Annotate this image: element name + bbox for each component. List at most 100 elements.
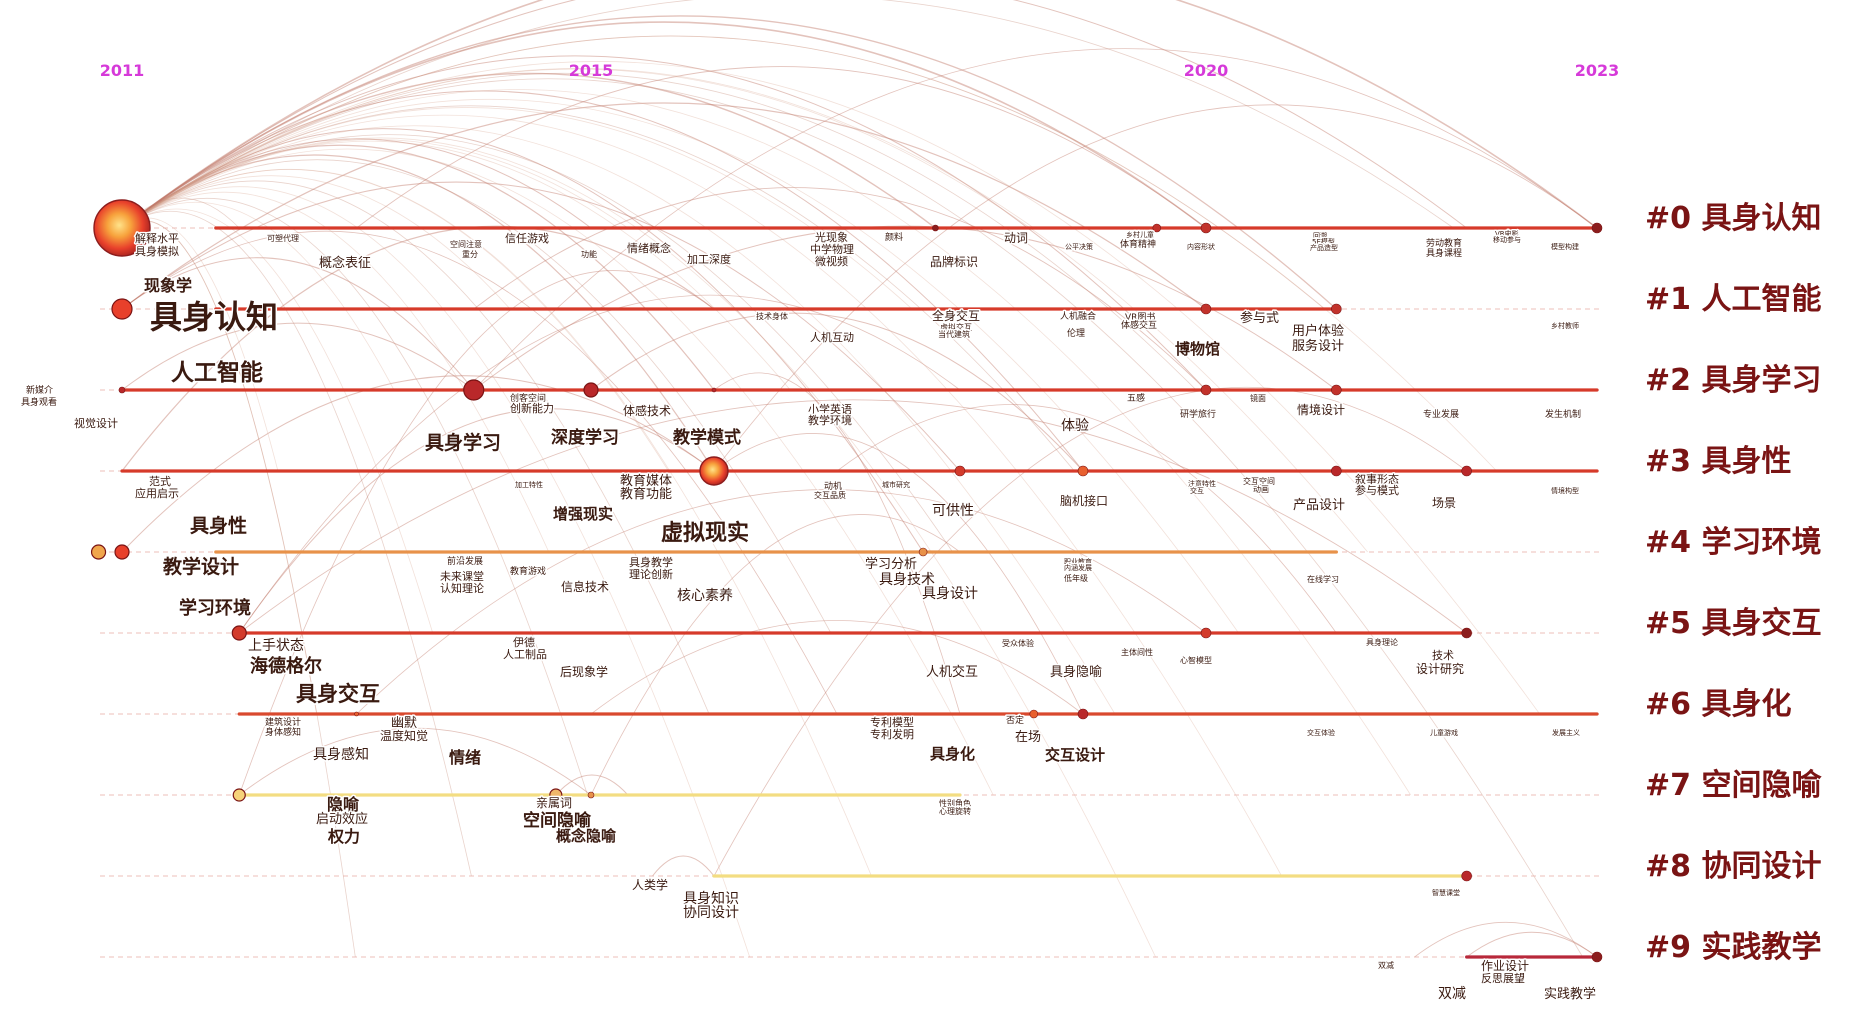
keyword-node-28 [232, 788, 246, 802]
keyword-label-45: 新媒介 [26, 384, 53, 396]
citation-arc-4 [121, 144, 715, 391]
keyword-node-9 [583, 382, 599, 398]
keyword-label-73: 注意特性 [1188, 479, 1216, 488]
keyword-label-142: 智慧课堂 [1432, 888, 1460, 897]
keyword-label-139: 人类学 [632, 877, 668, 892]
keyword-label-19: 乡村儿童 [1126, 230, 1154, 239]
keyword-label-132: 启动效应 [316, 811, 368, 827]
cluster-legend: #0 具身认知 #1 人工智能 #2 具身学习 #3 具身性 #4 学习环境 #… [1645, 201, 1822, 965]
keyword-label-71: 可供性 [932, 503, 974, 519]
keyword-label-55: 镜面 [1250, 393, 1266, 403]
keyword-label-100: 在线学习 [1307, 574, 1339, 584]
cluster-label-9: #9 实践教学 [1645, 930, 1821, 965]
keyword-label-40: 博物馆 [1175, 340, 1220, 358]
keyword-node-30 [587, 791, 595, 799]
keyword-label-56: 情境设计 [1297, 402, 1345, 417]
keyword-label-89: 教育游戏 [510, 565, 546, 577]
cluster-label-3: #3 具身性 [1645, 444, 1791, 479]
citation-arc-fan-7 [121, 175, 511, 310]
keyword-label-51: 小学英语 [808, 402, 852, 416]
keyword-node-7 [1331, 303, 1342, 315]
keyword-label-134: 空间隐喻 [523, 810, 592, 831]
citation-arc-26 [238, 727, 592, 796]
citation-arcs [121, 0, 1598, 958]
keyword-label-57: 专业发展 [1423, 408, 1459, 420]
keyword-label-122: 否定 [1006, 714, 1024, 726]
citation-arc-31 [713, 386, 1467, 877]
cluster-label-8: #8 协同设计 [1645, 849, 1821, 884]
year-label-2020: 2020 [1184, 61, 1229, 80]
keyword-label-64: 应用启示 [135, 486, 179, 500]
citation-arc-fan-10 [121, 139, 629, 229]
citation-arc-2 [121, 15, 1337, 310]
keyword-label-20: 体育精神 [1120, 238, 1156, 250]
citation-arc-20 [121, 375, 715, 553]
citation-arc-22 [238, 399, 1467, 634]
citation-arc-fan-33 [121, 78, 1584, 958]
keyword-node-14 [699, 456, 729, 486]
citation-arc-fan-30 [121, 0, 1454, 229]
keyword-node-0 [93, 199, 151, 257]
keyword-node-8 [463, 379, 485, 401]
keyword-label-31: 人机互动 [810, 330, 854, 344]
keyword-label-70: 城市研究 [882, 480, 910, 489]
keyword-label-111: 具身理论 [1366, 637, 1398, 647]
keyword-node-12 [1331, 384, 1342, 396]
citation-arc-fan-26 [121, 114, 1282, 877]
keyword-label-87: 未来课堂 [440, 570, 484, 583]
keyword-label-136: 心理旋转 [939, 806, 971, 816]
keyword-label-133: 亲属词 [536, 796, 572, 810]
citation-arc-13 [121, 181, 961, 472]
keyword-label-77: 叙事形态 [1355, 472, 1399, 486]
keyword-label-79: 产品设计 [1293, 498, 1345, 513]
keyword-label-140: 具身知识 [683, 890, 739, 907]
citation-arc-16 [590, 312, 1084, 472]
keyword-label-46: 具身观看 [21, 396, 57, 408]
cluster-label-2: #2 具身学习 [1645, 363, 1821, 398]
citation-arc-0 [121, 0, 1598, 229]
keyword-label-28: 移动参与 [1493, 235, 1521, 244]
citation-arc-12 [121, 257, 475, 391]
keyword-label-63: 范式 [149, 474, 171, 488]
keyword-node-5 [111, 298, 133, 320]
keyword-label-17: 动词 [1004, 231, 1028, 245]
keyword-label-58: 发生机制 [1545, 408, 1581, 420]
keyword-label-50: 体感技术 [623, 403, 671, 418]
keyword-label-22: 回溯 [1313, 231, 1327, 240]
keyword-label-29: 模型构建 [1551, 242, 1579, 251]
keyword-node-31 [1461, 870, 1472, 882]
keyword-label-124: 交互设计 [1045, 746, 1105, 764]
citation-arc-19 [713, 433, 1084, 715]
keyword-label-24: 产品造型 [1310, 243, 1338, 252]
cluster-label-0: #0 具身认知 [1645, 201, 1821, 236]
keyword-node-22 [231, 625, 247, 641]
citation-arc-fan-9 [121, 197, 588, 796]
keyword-label-101: 学习环境 [179, 597, 251, 619]
citation-arc-29 [590, 514, 961, 796]
citation-arc-7 [121, 138, 592, 229]
citation-arc-37 [473, 187, 1207, 391]
keyword-label-15: 颜料 [885, 231, 903, 243]
keyword-label-131: 隐喻 [327, 795, 360, 814]
keyword-label-102: 上手状态 [248, 638, 304, 654]
keyword-node-18 [1461, 465, 1472, 477]
keyword-label-33: 虚拟交互 [940, 322, 972, 332]
year-label-2015: 2015 [569, 61, 614, 80]
keyword-label-83: 增强现实 [553, 505, 613, 523]
year-label-2023: 2023 [1575, 61, 1620, 80]
keyword-label-127: 发展主义 [1552, 728, 1580, 737]
cluster-label-5: #5 具身交互 [1645, 606, 1821, 641]
keyword-label-0: 解释水平 [135, 231, 179, 245]
keyword-node-25 [1077, 708, 1089, 720]
keyword-label-65: 加工特性 [515, 480, 543, 489]
keyword-node-1 [1152, 223, 1162, 233]
citation-arc-fan-12 [121, 180, 710, 715]
citation-arc-23 [238, 294, 961, 634]
citation-arc-fan-21 [121, 105, 1075, 472]
keyword-label-30: 技术身体 [756, 311, 788, 321]
keyword-label-52: 教学环境 [808, 413, 852, 427]
keyword-label-146: 双减 [1438, 986, 1466, 1002]
year-axis: 2011 2015 2020 2023 [100, 61, 1620, 80]
keyword-node-24 [1461, 627, 1472, 639]
keyword-node-15 [954, 465, 966, 477]
